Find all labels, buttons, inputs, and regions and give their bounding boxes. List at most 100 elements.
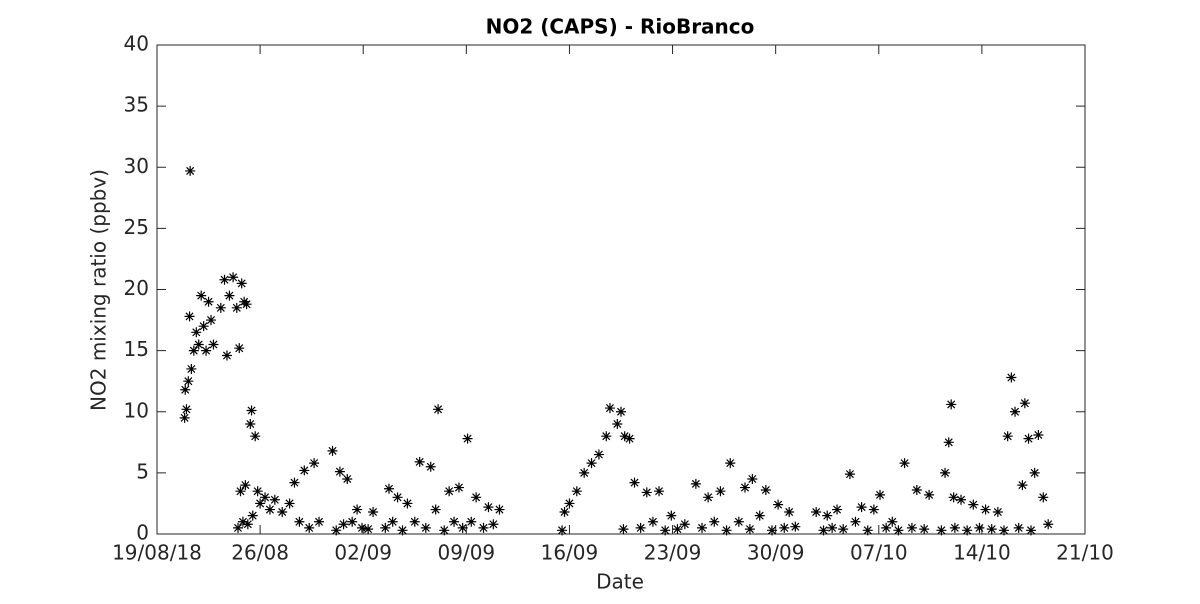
data-point [241,299,252,310]
data-point [483,502,494,513]
data-point [660,525,671,536]
data-point [666,510,677,521]
y-tick-label: 20 [124,276,149,300]
data-point [191,327,202,338]
data-point [773,499,784,510]
data-point [433,404,444,415]
data-point [579,467,590,478]
data-point [255,498,266,509]
data-point [352,504,363,515]
data-point [721,525,732,536]
data-point [733,516,744,527]
data-point [784,506,795,517]
y-tick-label: 5 [136,459,149,483]
data-point [744,524,755,535]
data-point [571,486,582,497]
data-point [449,516,460,527]
data-point [184,311,195,322]
data-point [968,499,979,510]
x-axis-label: Date [596,570,644,594]
data-point [363,524,374,535]
data-point [206,315,217,326]
data-point [612,418,623,429]
data-point [1043,519,1054,530]
data-point [334,466,345,477]
data-point [180,384,191,395]
data-point [986,524,997,535]
data-point [974,522,985,533]
data-point [453,482,464,493]
data-point [185,165,196,176]
data-point [725,458,736,469]
data-point [844,469,855,480]
x-tick-label: 19/08/18 [112,541,202,565]
data-point [203,296,214,307]
data-point [654,486,665,497]
x-tick-label: 23/09 [644,541,702,565]
data-point [818,525,829,536]
x-tick-label: 14/10 [953,541,1011,565]
data-point [616,406,626,417]
data-point [331,525,342,536]
data-point [402,498,413,509]
data-point [193,339,204,350]
x-tick-label: 21/10 [1056,541,1114,565]
data-point [430,504,441,515]
data-point [709,516,720,527]
data-point [1033,429,1044,440]
data-point [439,525,450,536]
data-point [466,516,477,527]
data-point [946,399,957,410]
data-point [679,519,690,530]
data-point [414,456,425,467]
data-point [294,516,305,527]
y-tick-label: 10 [124,398,149,422]
data-point [380,522,391,533]
data-point [387,516,398,527]
data-point [956,494,967,505]
data-point [739,482,750,493]
data-point [221,350,232,361]
data-point [641,487,652,498]
data-point [690,478,701,489]
data-point [250,431,261,442]
y-tick-label: 15 [124,337,149,361]
data-point [179,412,190,423]
data-point [1023,433,1034,444]
data-point [236,278,247,289]
data-point [183,376,194,387]
y-tick-label: 40 [124,32,149,56]
data-point [832,504,843,515]
data-point [235,486,246,497]
data-point [850,516,861,527]
data-point [1038,492,1049,503]
data-point [924,489,935,500]
data-point [420,522,431,533]
data-point [219,274,230,285]
data-point [245,418,256,429]
data-point [231,302,242,313]
data-point [457,522,468,533]
data-point [242,519,253,530]
data-point [233,522,244,533]
data-point [1002,431,1013,442]
chart-title: NO2 (CAPS) - RioBranco [486,15,755,39]
data-point [208,339,219,350]
data-point [593,449,604,460]
data-point [444,486,455,497]
data-point [471,492,482,503]
data-point [862,525,873,536]
data-point [822,510,833,521]
data-point [327,445,338,456]
x-tick-label: 30/09 [747,541,805,565]
data-point [856,502,867,513]
data-point [906,522,917,533]
data-point [998,525,1009,536]
data-point [940,467,951,478]
data-point [347,516,358,527]
data-point [289,477,300,488]
data-point [980,504,991,515]
data-point [488,519,499,530]
data-point [397,525,408,536]
